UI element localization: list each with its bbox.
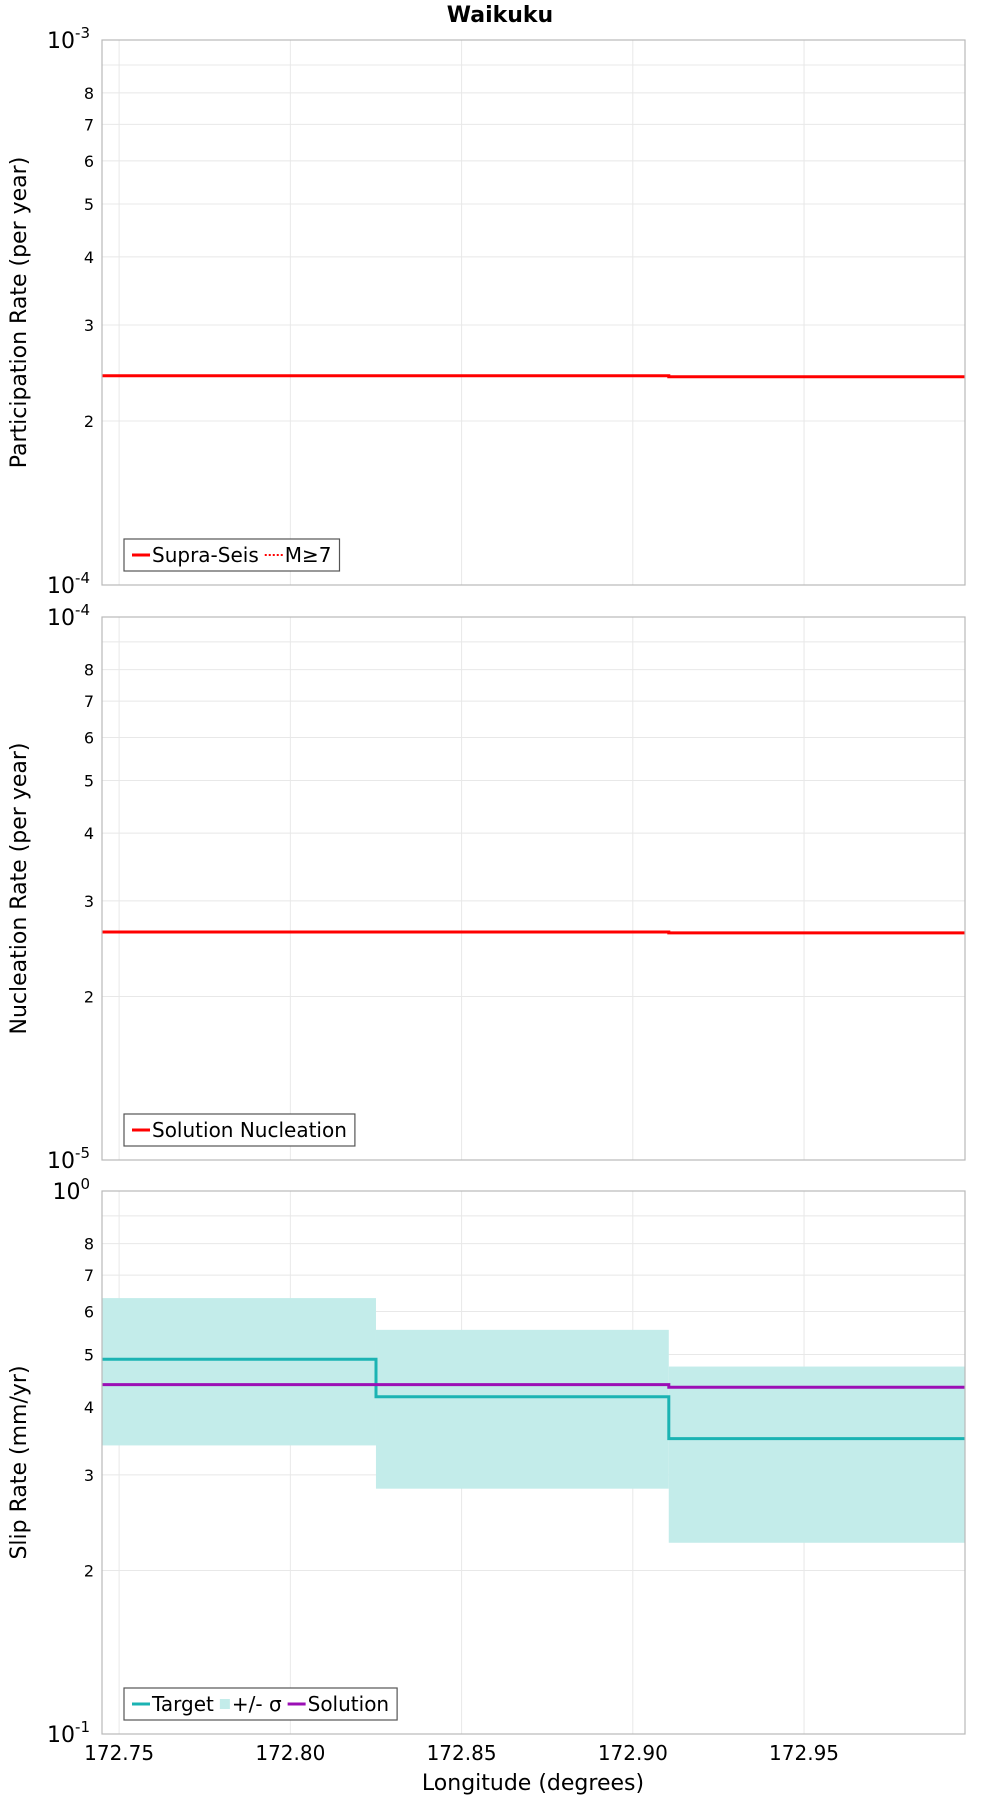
y-tick-label: 3 [84, 892, 94, 911]
y-tick-label: 2 [84, 1562, 94, 1581]
y-top-tick-label: 10-3 [47, 24, 90, 54]
legend-label: Target [151, 1692, 214, 1716]
y-tick-label: 6 [84, 152, 94, 171]
y-tick-label: 2 [84, 412, 94, 431]
x-tick-label: 172.90 [598, 1741, 668, 1765]
plot-frame [102, 40, 965, 585]
legend-label: Supra-Seis [152, 543, 259, 567]
y-tick-label: 4 [84, 824, 94, 843]
x-tick-label: 172.85 [427, 1741, 497, 1765]
y-top-tick-base: 10 [47, 606, 75, 631]
y-top-tick-base: 10 [52, 1180, 80, 1205]
y-axis-label: Participation Rate (per year) [7, 157, 32, 469]
legend-label: Solution [308, 1692, 389, 1716]
y-top-tick-base: 10 [47, 29, 75, 54]
y-bottom-tick-label: 10-4 [47, 569, 90, 599]
y-tick-label: 3 [84, 316, 94, 335]
y-tick-label: 8 [84, 1235, 94, 1254]
legend: Target +/- σ Solution [124, 1688, 397, 1720]
y-tick-label: 3 [84, 1466, 94, 1485]
y-bottom-tick-base: 10 [47, 1149, 75, 1174]
y-top-tick-exp: -3 [75, 24, 90, 42]
y-tick-label: 5 [84, 1345, 94, 1364]
y-bottom-tick-exp: -4 [75, 569, 90, 587]
y-axis-label: Nucleation Rate (per year) [7, 743, 32, 1035]
y-tick-label: 7 [84, 115, 94, 134]
legend-label: Solution Nucleation [152, 1118, 347, 1142]
plot-frame [102, 617, 965, 1160]
y-bottom-tick-base: 10 [47, 574, 75, 599]
x-axis-label: Longitude (degrees) [422, 1771, 644, 1796]
legend: Supra-Seis M≥7 [124, 539, 340, 571]
y-bottom-tick-exp: -1 [75, 1718, 90, 1736]
sigma-band-2 [376, 1330, 669, 1489]
x-tick-label: 172.80 [255, 1741, 325, 1765]
y-tick-label: 4 [84, 1398, 94, 1417]
y-tick-label: 5 [84, 771, 94, 790]
y-top-tick-label: 100 [52, 1175, 90, 1205]
x-tick-label: 172.75 [84, 1741, 154, 1765]
y-tick-label: 6 [84, 728, 94, 747]
y-bottom-tick-exp: -5 [75, 1144, 90, 1162]
y-top-tick-label: 10-4 [47, 601, 90, 631]
sigma-band-1 [102, 1298, 376, 1445]
y-tick-label: 8 [84, 661, 94, 680]
y-tick-label: 4 [84, 248, 94, 267]
y-axis-label: Slip Rate (mm/yr) [7, 1365, 32, 1559]
legend-label: M≥7 [285, 543, 332, 567]
y-tick-label: 6 [84, 1302, 94, 1321]
sigma-band-3 [669, 1367, 965, 1543]
y-top-tick-exp: 0 [80, 1175, 90, 1193]
y-tick-label: 5 [84, 195, 94, 214]
legend-label: +/- σ [232, 1692, 282, 1716]
y-tick-label: 7 [84, 1266, 94, 1285]
series-line-solution-nucleation [102, 932, 965, 933]
x-tick-label: 172.95 [769, 1741, 839, 1765]
legend-swatch-band [220, 1699, 230, 1709]
y-tick-label: 8 [84, 84, 94, 103]
y-top-tick-exp: -4 [75, 601, 90, 619]
y-tick-label: 2 [84, 988, 94, 1007]
y-bottom-tick-label: 10-5 [47, 1144, 90, 1174]
y-bottom-tick-base: 10 [47, 1723, 75, 1748]
legend: Solution Nucleation [124, 1114, 355, 1146]
chart-title: Waikuku [447, 3, 553, 28]
y-tick-label: 7 [84, 692, 94, 711]
